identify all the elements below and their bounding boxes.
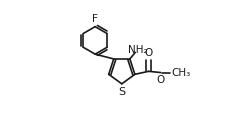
Text: NH₂: NH₂ (128, 45, 148, 55)
Text: CH₃: CH₃ (171, 68, 190, 78)
Text: O: O (144, 48, 153, 58)
Text: S: S (118, 87, 125, 97)
Text: O: O (156, 75, 165, 85)
Text: F: F (92, 14, 98, 24)
